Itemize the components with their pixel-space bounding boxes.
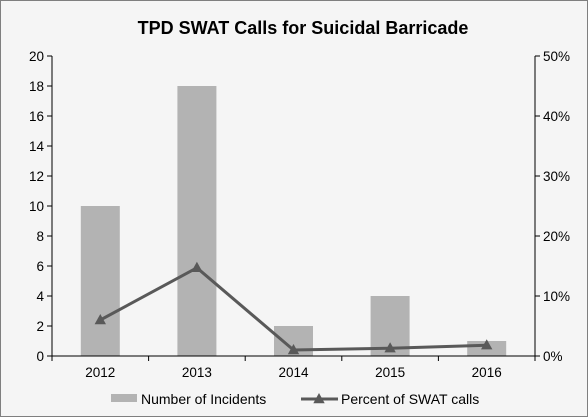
x-tick-label-2014: 2014 xyxy=(278,365,309,380)
legend: Number of Incidents Percent of SWAT calls xyxy=(111,391,479,407)
chart-title: TPD SWAT Calls for Suicidal Barricade xyxy=(138,18,469,38)
y-left-tick-label: 10 xyxy=(29,199,44,214)
y-left-tick-label: 18 xyxy=(29,79,44,94)
x-tick-label-2015: 2015 xyxy=(375,365,405,380)
bar-2012 xyxy=(80,206,120,356)
y-left-tick-label: 16 xyxy=(29,109,44,124)
y-left-tick-label: 4 xyxy=(36,289,44,304)
y-right-tick-label: 0% xyxy=(543,349,563,364)
y-right-tick-label: 30% xyxy=(543,169,570,184)
line-marker-2012 xyxy=(94,314,106,325)
y-left-tick-label: 6 xyxy=(36,259,44,274)
y-left-tick-label: 2 xyxy=(36,319,44,334)
y-right-tick-label: 20% xyxy=(543,229,570,244)
y-left-tick-label: 20 xyxy=(29,49,44,64)
legend-label-bars: Number of Incidents xyxy=(141,391,266,407)
y-left-tick-label: 0 xyxy=(36,349,44,364)
y-left-tick-label: 12 xyxy=(29,169,44,184)
line-marker-2016 xyxy=(481,339,493,350)
line-marker-2014 xyxy=(287,344,300,355)
y-left-tick-label: 8 xyxy=(36,229,44,244)
bar-2013 xyxy=(177,86,217,356)
y-right-tick-label: 40% xyxy=(543,109,570,124)
legend-label-line: Percent of SWAT calls xyxy=(341,391,479,407)
y-right-tick-label: 10% xyxy=(543,289,570,304)
x-tick-label-2016: 2016 xyxy=(472,365,502,380)
y-right-tick-label: 50% xyxy=(543,49,570,64)
legend-marker-line xyxy=(313,393,325,404)
y-left-tick-label: 14 xyxy=(29,139,45,154)
x-tick-label-2012: 2012 xyxy=(85,365,115,380)
line-marker-2013 xyxy=(191,261,203,272)
legend-swatch-bars xyxy=(111,394,137,402)
x-tick-label-2013: 2013 xyxy=(182,365,212,380)
line-marker-2015 xyxy=(384,342,396,353)
